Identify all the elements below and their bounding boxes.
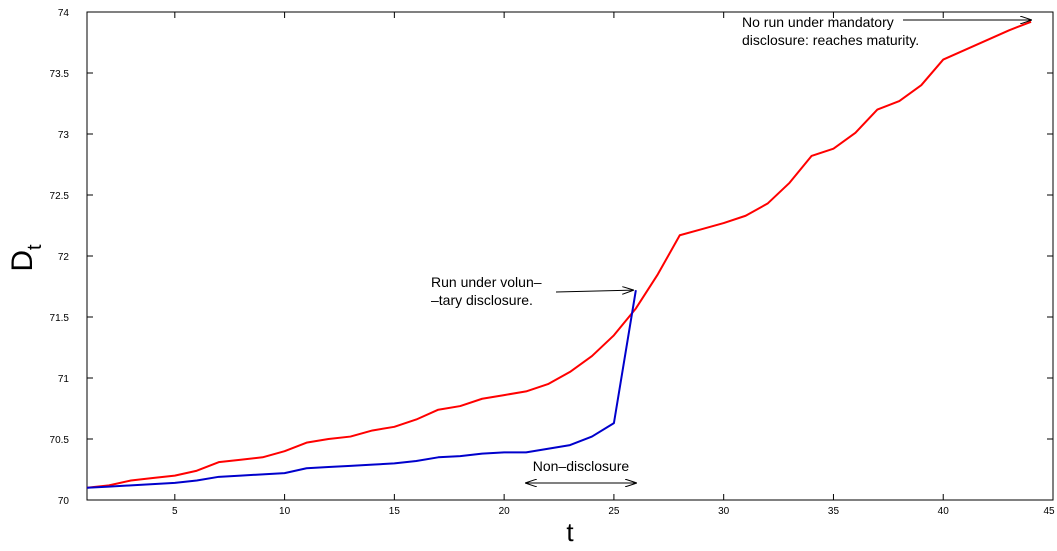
y-tick-label: 72 (58, 252, 70, 263)
y-tick-label: 73.5 (50, 69, 70, 80)
x-axis-label: t (566, 517, 574, 546)
x-tick-label: 35 (828, 506, 840, 517)
y-axis-label-main: D (6, 250, 39, 272)
y-tick-label: 73 (58, 130, 70, 141)
y-axis-label-subscript: t (24, 244, 46, 250)
series-line-red (86, 20, 1032, 489)
x-tick-label: 15 (389, 506, 401, 517)
annotation-no-run-line2: disclosure: reaches maturity. (742, 32, 919, 48)
y-tick-label: 72.5 (50, 191, 70, 202)
x-tick-label: 30 (718, 506, 730, 517)
annotation-run-voluntary-line1: Run under volun– (431, 274, 542, 290)
annotation-run-voluntary-line2: –tary disclosure. (431, 292, 533, 308)
y-tick-label: 71 (58, 374, 70, 385)
x-tick-label: 5 (172, 506, 178, 517)
x-tick-label: 45 (1043, 506, 1055, 517)
x-tick-label: 20 (499, 506, 511, 517)
y-tick-label: 71.5 (50, 313, 70, 324)
x-tick-label: 25 (608, 506, 620, 517)
series-line-blue (86, 289, 637, 489)
y-tick-label: 70 (58, 496, 70, 507)
annotation-non-disclosure: Non–disclosure (533, 458, 630, 474)
annotation-arrow-run-voluntary (555, 290, 633, 292)
y-axis-label: Dt (6, 244, 46, 272)
y-tick-label: 70.5 (50, 435, 70, 446)
plot-area-frame (86, 11, 1054, 501)
x-tick-label: 10 (279, 506, 291, 517)
annotation-no-run-line1: No run under mandatory (742, 14, 894, 30)
y-tick-label: 74 (58, 8, 70, 19)
x-tick-label: 40 (938, 506, 950, 517)
